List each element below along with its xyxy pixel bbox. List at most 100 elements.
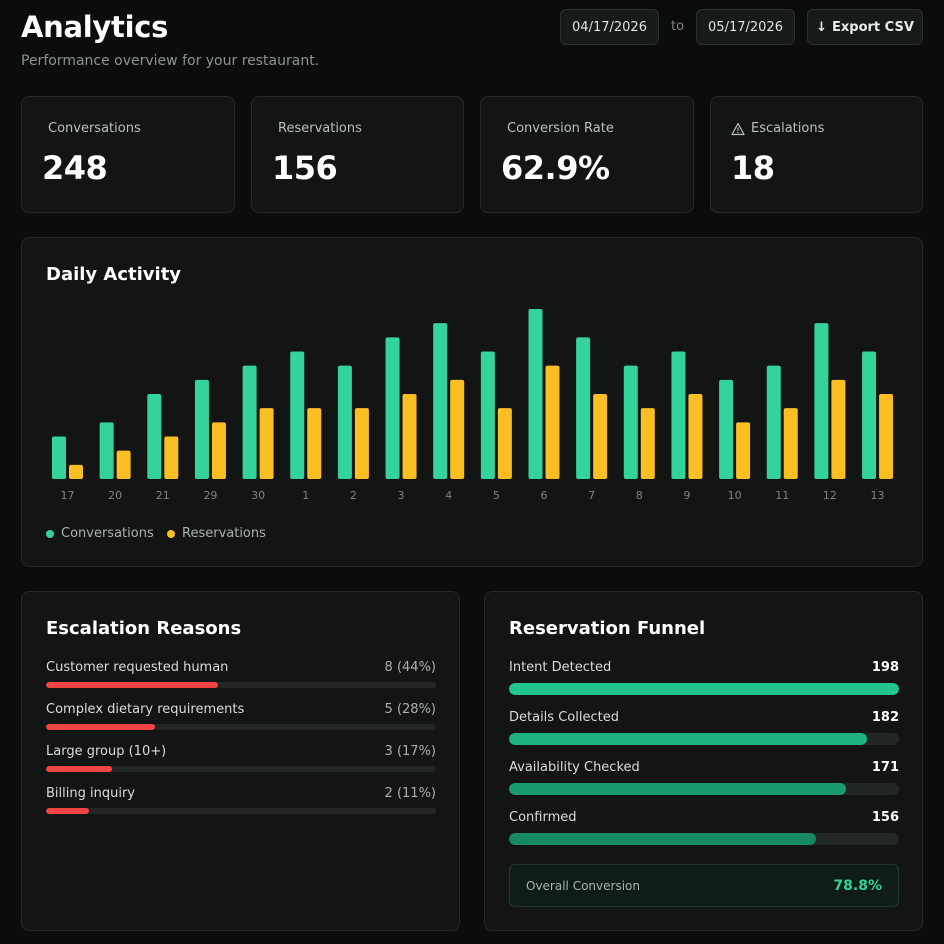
funnel-bar-fill — [509, 783, 846, 795]
escalation-label: Large group (10+) — [46, 744, 167, 759]
bar-conversations[interactable] — [623, 365, 638, 479]
escalation-bar-fill — [46, 808, 89, 814]
bar-reservations[interactable] — [593, 394, 608, 479]
x-tick-label: 13 — [871, 489, 885, 502]
bar-conversations[interactable] — [290, 351, 305, 480]
bar-conversations[interactable] — [385, 337, 400, 479]
bar-reservations[interactable] — [116, 450, 131, 479]
bar-reservations[interactable] — [402, 394, 417, 479]
download-arrow-icon: ↓ — [816, 19, 828, 35]
bar-conversations[interactable] — [814, 323, 829, 479]
bar-conversations[interactable] — [671, 351, 686, 480]
bar-conversations[interactable] — [766, 365, 781, 479]
funnel-row: Intent Detected 198 — [509, 660, 899, 695]
bar-conversations[interactable] — [862, 351, 877, 480]
escalation-value: 2 (11%) — [384, 786, 436, 801]
chart-title: Daily Activity — [46, 264, 182, 285]
funnel-label: Details Collected — [509, 710, 619, 725]
bar-conversations[interactable] — [242, 365, 257, 479]
escalation-bar-track — [46, 766, 436, 772]
bar-reservations[interactable] — [688, 394, 703, 479]
bar-conversations[interactable] — [528, 309, 543, 479]
funnel-bar-track — [509, 683, 899, 695]
legend-conversations: Conversations — [46, 526, 154, 541]
x-tick-label: 4 — [445, 489, 452, 502]
stat-label: Conversion Rate — [507, 121, 614, 136]
escalation-label: Billing inquiry — [46, 786, 135, 801]
bar-conversations[interactable] — [194, 379, 209, 479]
escalation-bar-track — [46, 808, 436, 814]
daily-activity-card: Daily Activity 17 20 21 29 30 1 2 3 4 5 6 7 8 9 10 11 12… — [21, 237, 923, 567]
funnel-row: Confirmed 156 — [509, 810, 899, 845]
overall-conversion-label: Overall Conversion — [526, 878, 640, 893]
page-subtitle: Performance overview for your restaurant… — [21, 53, 320, 69]
bar-conversations[interactable] — [433, 323, 448, 479]
bar-conversations[interactable] — [99, 422, 114, 479]
funnel-row: Details Collected 182 — [509, 710, 899, 745]
stat-card-escalations: Escalations 18 — [710, 96, 923, 213]
bar-conversations[interactable] — [337, 365, 352, 479]
x-tick-label: 10 — [728, 489, 742, 502]
x-tick-label: 3 — [398, 489, 405, 502]
legend-label: Reservations — [182, 526, 266, 541]
bar-reservations[interactable] — [545, 365, 560, 479]
legend-dot-conversations — [46, 529, 54, 538]
funnel-label: Intent Detected — [509, 660, 612, 675]
x-tick-label: 6 — [541, 489, 548, 502]
bar-reservations[interactable] — [640, 408, 655, 479]
bar-reservations[interactable] — [307, 408, 322, 479]
bar-conversations[interactable] — [52, 436, 66, 480]
bar-conversations[interactable] — [719, 379, 734, 479]
funnel-label: Availability Checked — [509, 760, 640, 775]
funnel-bar-track — [509, 833, 899, 845]
escalation-row: Complex dietary requirements 5 (28%) — [46, 702, 436, 730]
bar-reservations[interactable] — [354, 408, 369, 479]
x-tick-label: 12 — [823, 489, 837, 502]
date-to-input[interactable]: 05/17/2026 — [696, 9, 795, 45]
bar-conversations[interactable] — [480, 351, 495, 480]
escalation-reasons-card: Escalation Reasons Customer requested hu… — [21, 591, 460, 931]
bar-reservations[interactable] — [879, 394, 894, 479]
bar-reservations[interactable] — [164, 436, 179, 480]
funnel-value: 198 — [871, 660, 899, 675]
bar-conversations[interactable] — [576, 337, 591, 479]
bar-conversations[interactable] — [147, 394, 162, 479]
bar-reservations[interactable] — [783, 408, 798, 479]
stat-value: 248 — [42, 149, 108, 187]
x-tick-label: 7 — [588, 489, 595, 502]
bar-reservations[interactable] — [736, 422, 751, 479]
stat-value: 18 — [731, 149, 775, 187]
escalation-row: Billing inquiry 2 (11%) — [46, 786, 436, 814]
export-csv-label: Export CSV — [832, 19, 914, 35]
date-from-input[interactable]: 04/17/2026 — [560, 9, 659, 45]
funnel-title: Reservation Funnel — [509, 618, 706, 639]
bar-reservations[interactable] — [211, 422, 226, 479]
escalation-bar-track — [46, 682, 436, 688]
daily-activity-chart: 17 20 21 29 30 1 2 3 4 5 6 7 8 9 10 11 12 13 — [52, 309, 894, 502]
bar-reservations[interactable] — [831, 379, 846, 479]
escalation-bar-track — [46, 724, 436, 730]
x-tick-label: 8 — [636, 489, 643, 502]
funnel-bar-fill — [509, 833, 817, 845]
stat-card-conversations: Conversations 248 — [21, 96, 235, 213]
escalation-row: Large group (10+) 3 (17%) — [46, 744, 436, 772]
escalation-title: Escalation Reasons — [46, 618, 242, 639]
funnel-bar-fill — [509, 733, 868, 745]
bar-reservations[interactable] — [497, 408, 512, 479]
x-tick-label: 20 — [108, 489, 122, 502]
bar-reservations[interactable] — [450, 379, 465, 479]
escalation-bar-fill — [46, 724, 156, 730]
escalation-row: Customer requested human 8 (44%) — [46, 660, 436, 688]
escalation-label: Complex dietary requirements — [46, 702, 245, 717]
bar-reservations[interactable] — [69, 464, 83, 479]
bar-reservations[interactable] — [259, 408, 274, 479]
x-tick-label: 9 — [683, 489, 690, 502]
export-csv-button[interactable]: ↓ Export CSV — [807, 9, 923, 45]
x-tick-label: 30 — [251, 489, 265, 502]
x-tick-label: 2 — [350, 489, 357, 502]
stat-label: Reservations — [278, 121, 362, 136]
stat-card-reservations: Reservations 156 — [251, 96, 464, 213]
x-tick-label: 17 — [61, 489, 75, 502]
overall-conversion-box: Overall Conversion 78.8% — [509, 864, 899, 907]
legend-reservations: Reservations — [167, 526, 266, 541]
